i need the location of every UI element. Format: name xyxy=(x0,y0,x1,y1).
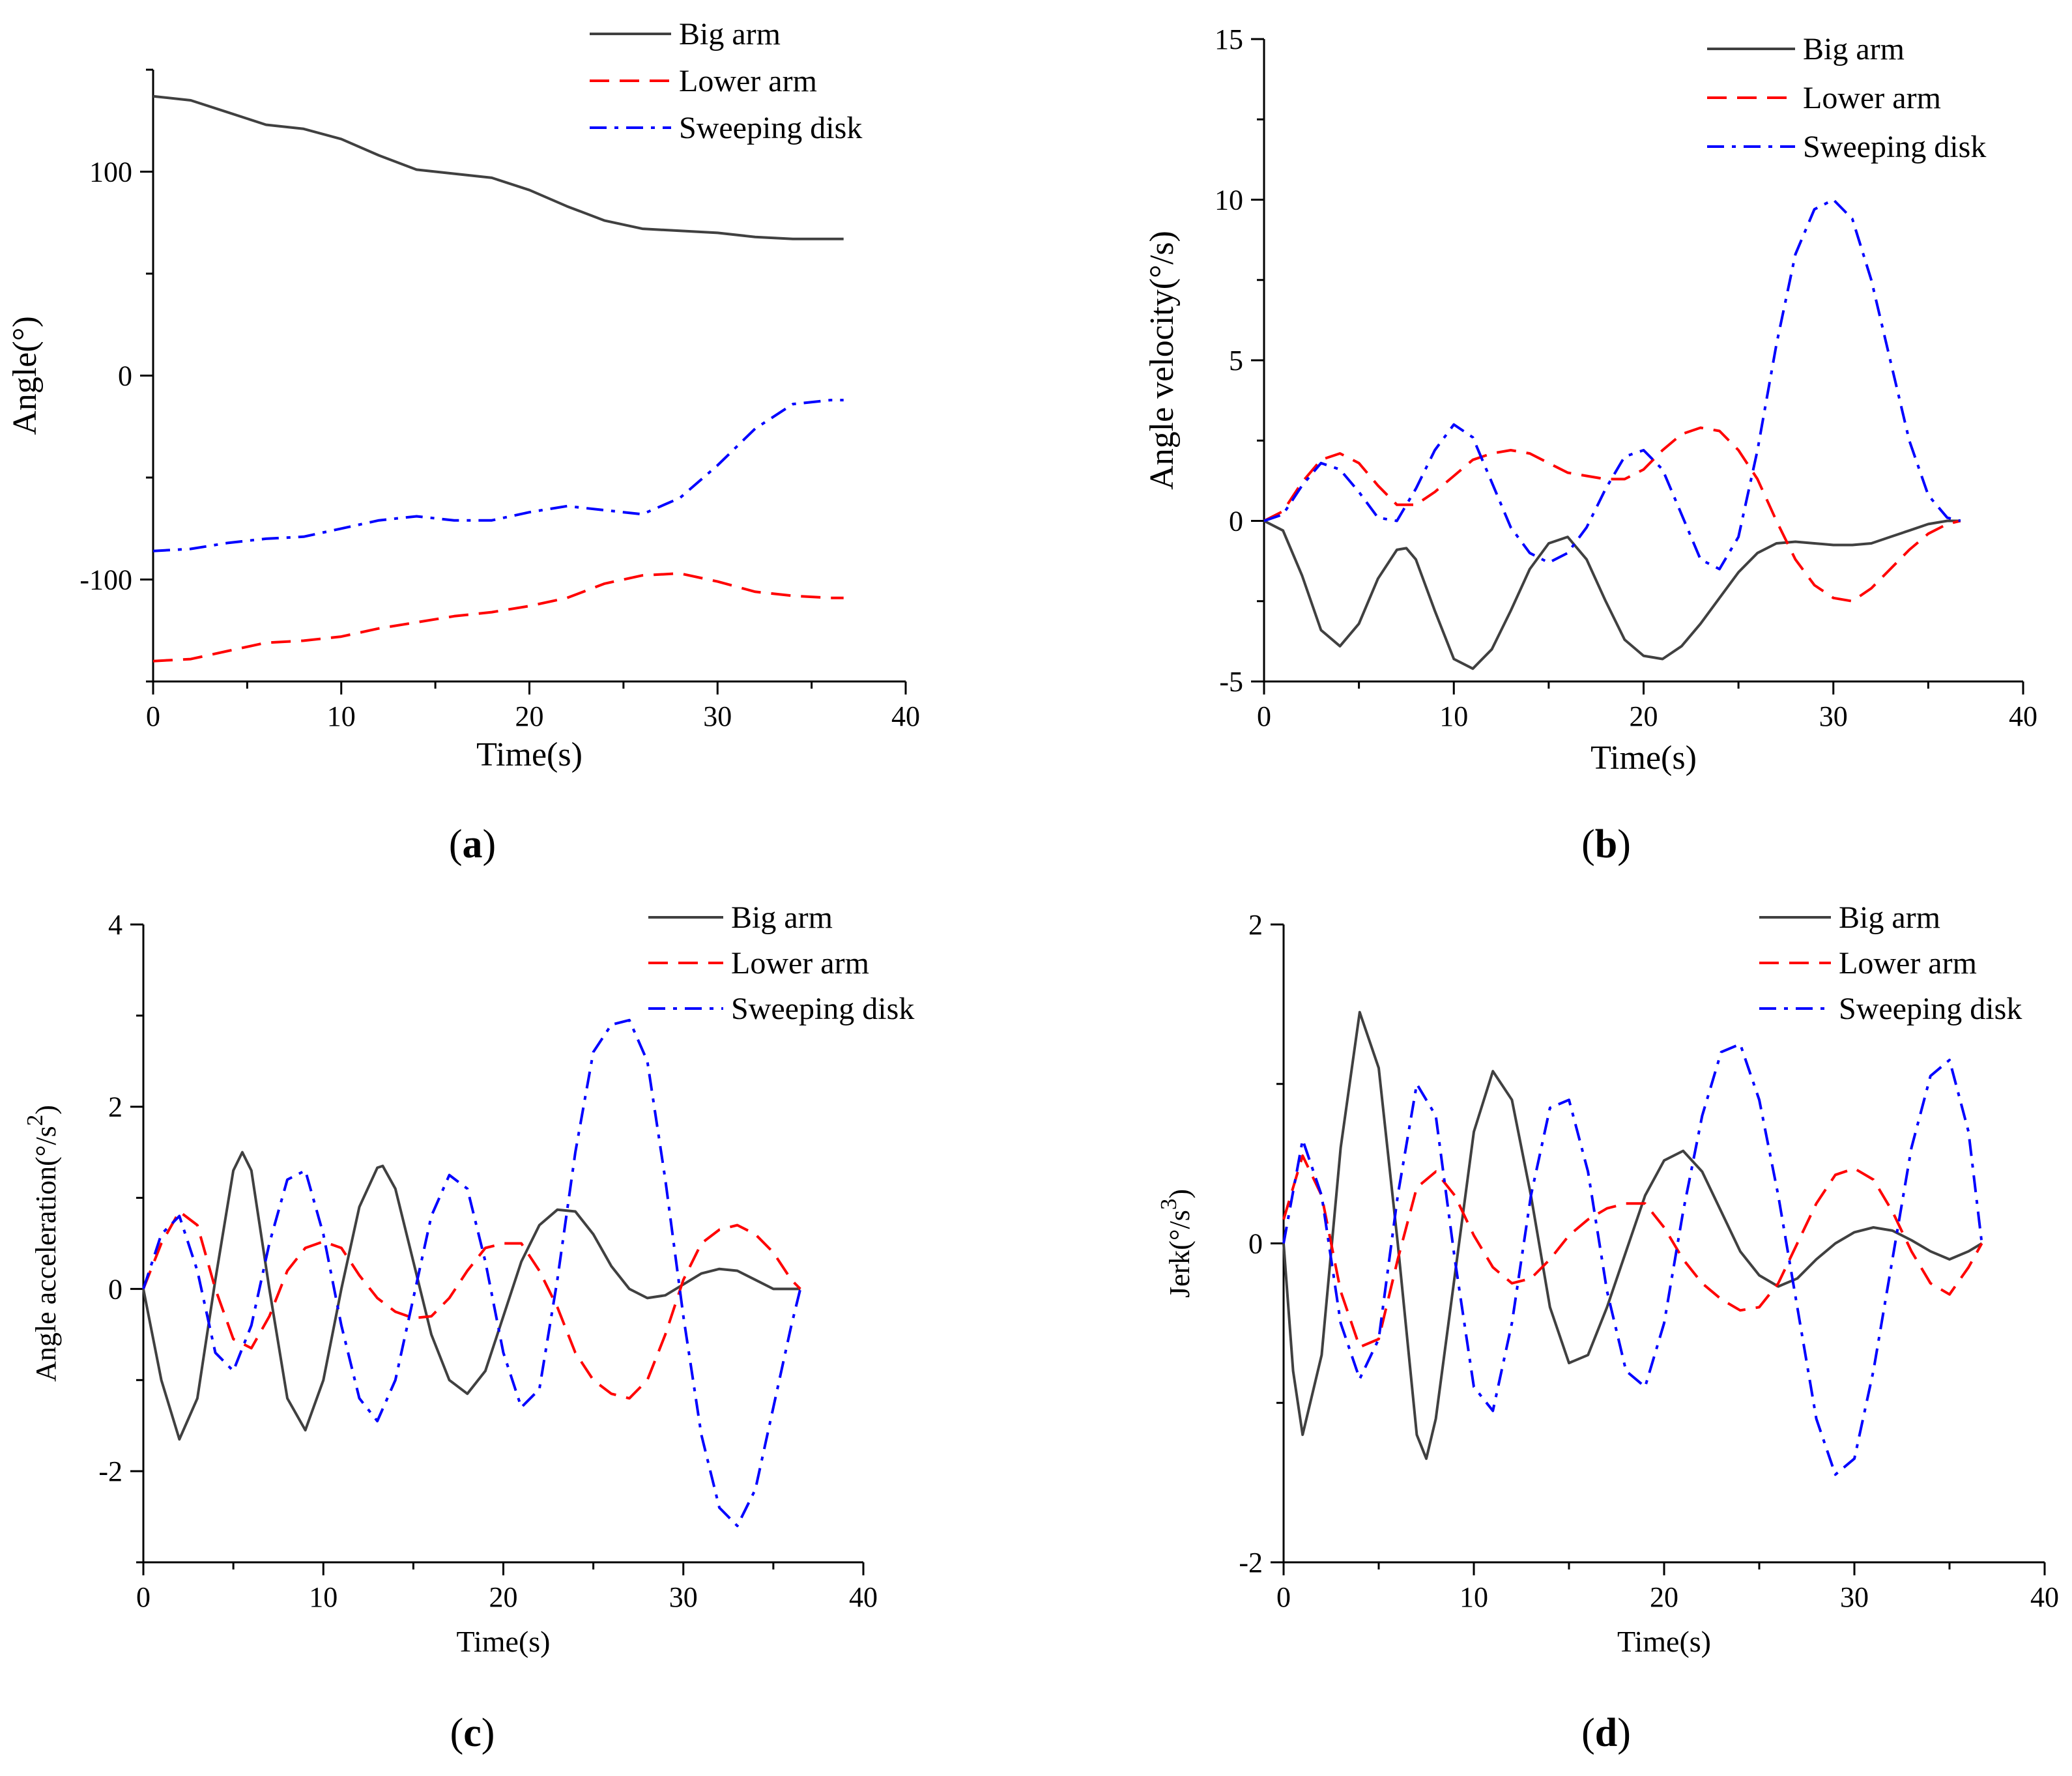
y-tick-label: 4 xyxy=(108,909,122,941)
y-axis-title: Jerk(°/s3) xyxy=(1156,1189,1196,1298)
panel-a-chart: 0 10 20 30 40 -100 0 100 Time(s) Angle(°) Big arm L… xyxy=(7,17,920,773)
x-tick-label: 20 xyxy=(515,700,544,732)
y-tick-label: 0 xyxy=(118,360,132,392)
x-tick-label: 10 xyxy=(327,700,356,732)
series-line-big-arm xyxy=(1282,1010,1983,1460)
x-tick-label: 40 xyxy=(849,1581,878,1613)
x-tick-label: 10 xyxy=(1439,700,1468,732)
legend-label-sweeping-disk: Sweeping disk xyxy=(679,111,862,145)
y-tick-label: 15 xyxy=(1215,23,1243,55)
x-axis-title: Time(s) xyxy=(457,1625,551,1658)
x-axis-title: Time(s) xyxy=(1590,739,1697,777)
legend-label-lower-arm: Lower arm xyxy=(1839,946,1977,981)
legend-label-lower-arm: Lower arm xyxy=(679,64,817,98)
x-tick-label: 20 xyxy=(489,1581,518,1613)
y-tick-label: 0 xyxy=(1248,1228,1263,1260)
x-tick-label: 30 xyxy=(669,1581,698,1613)
panel-d-chart: 0 10 20 30 40 -2 0 2 Time(s) Jerk(°/s3) Big arm Low… xyxy=(1156,900,2059,1658)
x-tick-label: 40 xyxy=(891,700,920,732)
series-line-lower-arm xyxy=(1282,1154,1983,1349)
caption-b: (b) xyxy=(1581,822,1631,867)
legend-label-lower-arm: Lower arm xyxy=(731,946,869,981)
panel-b-chart: 0 10 20 30 40 -5 0 5 10 15 Time(s) Angle velocity(°… xyxy=(1144,23,2037,777)
legend-label-big-arm: Big arm xyxy=(1803,32,1905,66)
caption-c: (c) xyxy=(450,1711,495,1755)
x-tick-label: 40 xyxy=(2030,1581,2059,1613)
y-tick-label: 10 xyxy=(1215,184,1243,216)
series-line-big-arm xyxy=(142,1151,801,1441)
x-tick-label: 30 xyxy=(1819,700,1848,732)
series-line-big-arm xyxy=(1263,519,1961,670)
x-tick-label: 40 xyxy=(2009,700,2037,732)
y-tick-label: -5 xyxy=(1219,666,1243,698)
y-tick-label: 2 xyxy=(1248,909,1263,941)
series-line-sweeping-disk xyxy=(142,1018,802,1528)
legend-label-big-arm: Big arm xyxy=(679,17,781,51)
y-tick-label: -2 xyxy=(1239,1547,1263,1579)
y-axis-title: Angle(°) xyxy=(7,316,44,435)
x-tick-label: 0 xyxy=(136,1581,151,1613)
x-tick-label: 0 xyxy=(146,700,160,732)
series-line-lower-arm xyxy=(142,1210,801,1400)
y-tick-label: 5 xyxy=(1229,345,1243,377)
series-line-sweeping-disk xyxy=(1263,198,1961,571)
legend-label-big-arm: Big arm xyxy=(1839,900,1940,935)
x-tick-label: 30 xyxy=(703,700,732,732)
legend-label-lower-arm: Lower arm xyxy=(1803,81,1941,115)
x-tick-label: 20 xyxy=(1650,1581,1678,1613)
series-line-big-arm xyxy=(152,94,844,240)
x-axis-title: Time(s) xyxy=(476,736,583,773)
x-tick-label: 10 xyxy=(309,1581,338,1613)
legend-label-sweeping-disk: Sweeping disk xyxy=(1803,130,1986,164)
series-line-sweeping-disk xyxy=(1282,1042,1983,1476)
series-line-lower-arm xyxy=(152,572,844,663)
caption-d: (d) xyxy=(1581,1711,1631,1755)
x-tick-label: 10 xyxy=(1460,1581,1488,1613)
legend-label-sweeping-disk: Sweeping disk xyxy=(731,992,914,1026)
x-axis-title: Time(s) xyxy=(1617,1625,1711,1658)
panel-c-chart: 0 10 20 30 40 -2 0 2 4 Time(s) Angle acceleration(… xyxy=(22,900,914,1658)
legend-label-sweeping-disk: Sweeping disk xyxy=(1839,992,2022,1026)
y-tick-label: 100 xyxy=(89,156,132,188)
y-axis-title: Angle acceleration(°/s2) xyxy=(22,1105,62,1382)
y-axis-title: Angle velocity(°/s) xyxy=(1144,231,1181,490)
legend-label-big-arm: Big arm xyxy=(731,900,833,935)
x-tick-label: 30 xyxy=(1840,1581,1869,1613)
series-line-lower-arm xyxy=(1263,426,1961,603)
y-tick-label: -100 xyxy=(79,564,132,596)
x-tick-label: 0 xyxy=(1257,700,1271,732)
caption-a: (a) xyxy=(449,822,496,867)
series-line-sweeping-disk xyxy=(152,399,844,552)
y-tick-label: 0 xyxy=(108,1273,122,1305)
y-tick-label: -2 xyxy=(98,1455,122,1487)
y-tick-label: 2 xyxy=(108,1091,122,1123)
x-tick-label: 20 xyxy=(1630,700,1658,732)
x-tick-label: 0 xyxy=(1276,1581,1291,1613)
y-tick-label: 0 xyxy=(1229,506,1243,537)
